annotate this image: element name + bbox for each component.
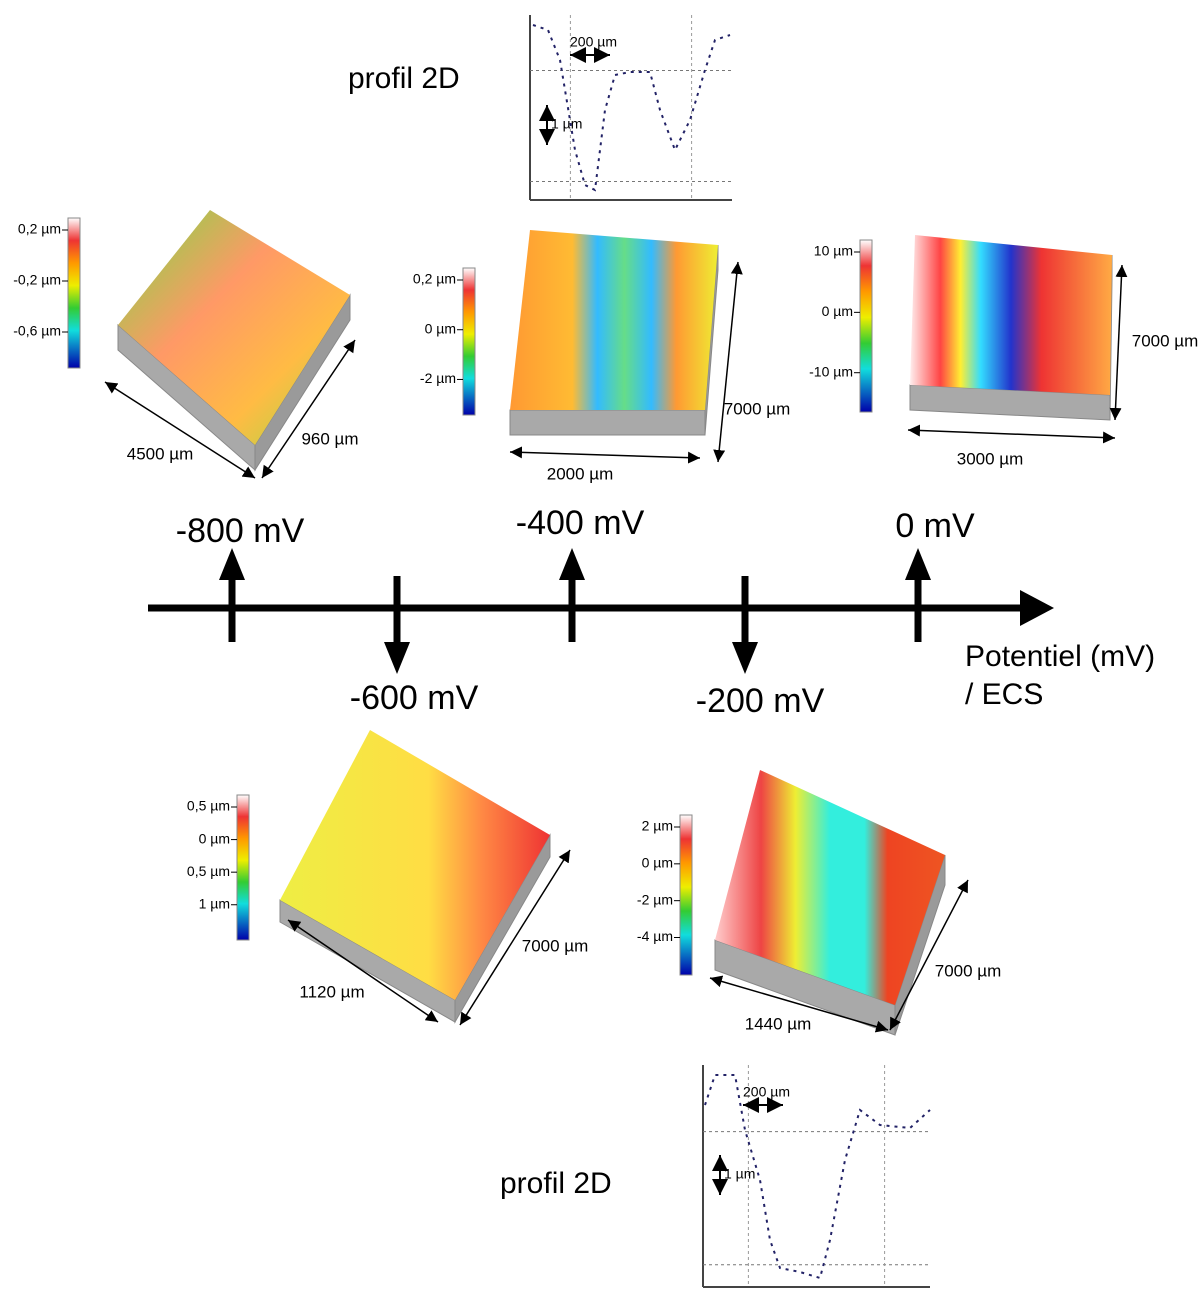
profile-width-scale: 200 µm — [743, 1084, 790, 1100]
dimension-arrow — [713, 261, 743, 463]
colorbar-label: 0 µm — [822, 303, 853, 319]
surface-depth: 7000 µm — [522, 936, 589, 955]
potential-label: -800 mV — [176, 512, 305, 550]
axis-arrow — [1020, 590, 1054, 626]
surface-width: 2000 µm — [547, 464, 614, 483]
colorbar-label: -0,6 µm — [13, 323, 61, 339]
axis-label: / ECS — [965, 678, 1043, 711]
surface-depth: 7000 µm — [1132, 331, 1199, 350]
colorbar-label: 0,2 µm — [413, 271, 456, 287]
colorbar-label: 10 µm — [814, 243, 853, 259]
colorbar-label: -0,2 µm — [13, 272, 61, 288]
profile-curve — [704, 1074, 931, 1280]
colorbar-label: -2 µm — [420, 370, 456, 386]
colorbar-label: -2 µm — [637, 891, 673, 907]
dimension-arrow — [104, 381, 256, 479]
dimension-arrow — [287, 919, 439, 1023]
dimension-arrow — [261, 339, 356, 479]
potential-arrow — [905, 548, 931, 580]
dimension-arrow — [709, 975, 889, 1033]
profile-height-scale: 1 µm — [551, 116, 582, 132]
surface-top — [715, 770, 945, 1005]
potential-label: -600 mV — [350, 679, 479, 717]
colorbar — [236, 794, 250, 941]
dimension-arrow — [459, 849, 571, 1026]
surface-top — [910, 235, 1112, 395]
colorbar — [859, 239, 873, 413]
colorbar — [67, 217, 81, 369]
potential-label: -400 mV — [516, 504, 645, 542]
profile-curve — [532, 24, 731, 192]
colorbar-label: -10 µm — [809, 363, 853, 379]
surface-width: 4500 µm — [127, 444, 194, 463]
axis-label: Potentiel (mV) — [965, 640, 1155, 673]
dimension-arrow — [907, 424, 1116, 444]
potential-arrow — [384, 642, 410, 674]
potential-label: -200 mV — [696, 682, 825, 720]
colorbar-label: 0,5 µm — [187, 798, 230, 814]
profile-title: profil 2D — [500, 1167, 612, 1200]
surface-depth: 7000 µm — [935, 961, 1002, 980]
surface-top — [118, 210, 350, 445]
surface-side — [509, 409, 706, 436]
dimension-arrow — [889, 879, 969, 1031]
dimension-arrow — [1109, 264, 1128, 421]
colorbar-label: -4 µm — [637, 928, 673, 944]
potential-label: 0 mV — [895, 507, 975, 545]
colorbar-label: 0,5 µm — [187, 863, 230, 879]
surface-depth: 960 µm — [301, 429, 358, 448]
colorbar-label: 0 µm — [642, 855, 673, 871]
potential-arrow — [559, 548, 585, 580]
colorbar-label: 2 µm — [642, 818, 673, 834]
colorbar — [679, 814, 693, 976]
colorbar-label: 0 µm — [425, 320, 456, 336]
surface-top — [510, 230, 718, 410]
surface-width: 1120 µm — [299, 982, 364, 1001]
surface-width: 1440 µm — [745, 1014, 812, 1033]
potential-arrow — [732, 642, 758, 674]
colorbar-label: 0 µm — [199, 830, 230, 846]
potential-arrow — [219, 548, 245, 580]
surface-depth: 7000 µm — [724, 399, 791, 418]
surface-top — [280, 730, 550, 1000]
profile-title: profil 2D — [348, 62, 460, 95]
profile-width-scale: 200 µm — [570, 34, 617, 50]
colorbar-label: 0,2 µm — [18, 221, 61, 237]
colorbar-label: 1 µm — [199, 895, 230, 911]
profile-height-scale: 1 µm — [724, 1166, 755, 1182]
dimension-arrow — [509, 446, 701, 464]
surface-width: 3000 µm — [957, 449, 1024, 468]
colorbar — [462, 267, 476, 416]
